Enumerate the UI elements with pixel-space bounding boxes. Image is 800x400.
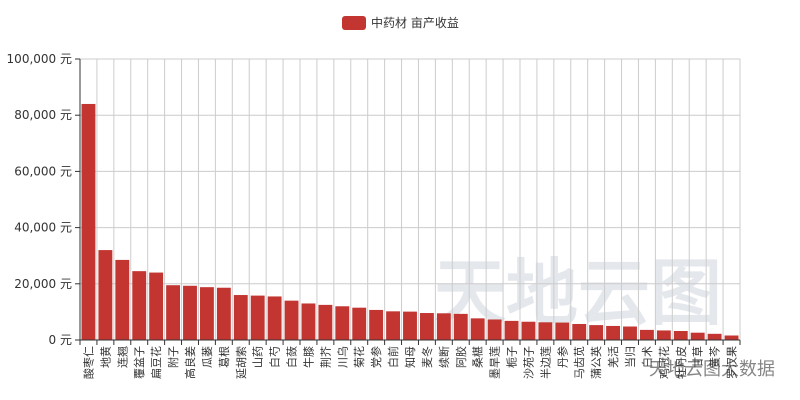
y-tick-label: 0 元 [49,333,72,347]
bar-蒲公英[interactable] [589,325,604,340]
bar-覆盆子[interactable] [132,271,147,340]
x-tick-label: 阿胶 [454,346,468,368]
x-tick-label: 瓜蒌 [201,346,214,368]
x-tick-label: 延胡索 [234,346,248,379]
x-tick-label: 蒲公英 [589,346,603,379]
y-tick-label: 80,000 元 [14,108,72,122]
bar-白芍[interactable] [267,296,282,340]
bar-当归[interactable] [623,326,637,340]
x-tick-label: 栀子 [505,346,519,368]
x-tick-label: 麦冬 [420,346,434,368]
bar-桑椹[interactable] [470,318,485,340]
x-tick-label: 酸枣仁 [81,346,95,379]
bar-白蔹[interactable] [284,300,299,340]
bar-半边莲[interactable] [538,322,553,340]
x-tick-label: 甘草 [692,346,705,368]
x-tick-label: 丹参 [555,346,569,368]
bar-葛根[interactable] [216,287,231,340]
x-tick-label: 知母 [403,346,417,368]
x-tick-label: 羌活 [607,346,620,368]
x-tick-label: 白术 [640,346,654,368]
bar-续断[interactable] [436,313,451,340]
bar-牡丹皮[interactable] [673,331,688,340]
x-tick-label: 续断 [437,346,451,368]
x-tick-label: 地黄 [98,346,112,368]
legend-label: 中药材 亩产收益 [371,15,459,30]
bar-羌活[interactable] [606,325,621,340]
bar-连翘[interactable] [115,259,130,340]
bar-沙苑子[interactable] [521,321,536,340]
bar-瓜蒌[interactable] [199,287,214,340]
bar-酸枣仁[interactable] [81,103,96,341]
bar-罗汉果[interactable] [724,335,739,340]
bar-阿胶[interactable] [453,313,468,340]
x-tick-label: 牛膝 [301,346,315,368]
bar-栀子[interactable] [504,320,519,340]
x-tick-label: 覆盆子 [132,346,146,379]
x-tick-label: 罗汉果 [726,346,739,379]
bar-高良姜[interactable] [183,285,197,340]
x-tick-label: 半边莲 [538,346,552,379]
x-tick-label: 荆芥 [319,346,332,368]
x-tick-label: 附子 [166,346,180,368]
x-tick-label: 白前 [386,346,400,368]
bar-甘草[interactable] [690,332,705,340]
bar-墨旱莲[interactable] [487,319,502,340]
bar-马齿苋[interactable] [572,323,587,340]
bar-黄芩[interactable] [707,333,722,340]
bar-鸡冠花[interactable] [656,330,671,340]
bar-麦冬[interactable] [419,313,434,340]
x-tick-label: 葛根 [217,346,231,368]
x-tick-label: 牡丹皮 [674,346,688,379]
bar-附子[interactable] [166,285,181,340]
bar-荆芥[interactable] [318,304,333,340]
x-tick-label: 当归 [623,346,637,368]
x-tick-label: 墨旱莲 [489,346,502,379]
y-tick-label: 40,000 元 [14,221,72,235]
x-tick-label: 高良姜 [183,346,197,379]
bar-菊花[interactable] [352,307,367,340]
watermark-small-text: 天地云图大数据 [649,359,775,380]
bar-山药[interactable] [250,295,265,340]
x-tick-label: 黄芩 [708,346,722,368]
x-tick-label: 山药 [252,346,265,368]
x-tick-label: 鸡冠花 [657,346,671,379]
bar-扁豆花[interactable] [149,272,164,340]
x-tick-label: 扁豆花 [150,346,163,379]
bar-白术[interactable] [639,329,654,340]
x-tick-label: 白蔹 [285,346,299,368]
legend-swatch [342,16,366,30]
bar-党参[interactable] [369,309,384,340]
x-tick-label: 沙苑子 [522,346,535,379]
legend[interactable]: 中药材 亩产收益 [342,15,459,30]
y-tick-label: 100,000 元 [7,52,72,66]
bar-白前[interactable] [386,311,401,340]
axes [75,58,741,345]
x-tick-label: 川乌 [335,346,349,368]
x-tick-label: 党参 [369,346,383,368]
bars [81,103,739,341]
y-tick-label: 20,000 元 [14,277,72,291]
bar-川乌[interactable] [335,306,350,340]
bar-知母[interactable] [403,311,417,340]
x-tick-label: 菊花 [353,346,366,368]
bar-牛膝[interactable] [301,303,316,340]
bar-延胡索[interactable] [233,295,248,340]
y-tick-labels: 0 元 20,000 元 40,000 元 60,000 元 80,000 元 100,0… [7,52,72,347]
x-tick-label: 连翘 [116,346,129,368]
x-tick-label: 桑椹 [472,346,485,368]
x-tick-labels: 酸枣仁 地黄 连翘 覆盆子 扁豆花 附子 高良姜 瓜蒌 葛根 延胡索 山药 白芍 白蔹 牛膝 荆芥 川乌 菊花党… [81,346,738,379]
x-tick-label: 白芍 [268,346,282,368]
y-tick-label: 60,000 元 [14,164,72,178]
bar-地黄[interactable] [98,250,113,340]
x-tick-label: 马齿苋 [573,346,586,379]
bar-丹参[interactable] [555,322,570,340]
